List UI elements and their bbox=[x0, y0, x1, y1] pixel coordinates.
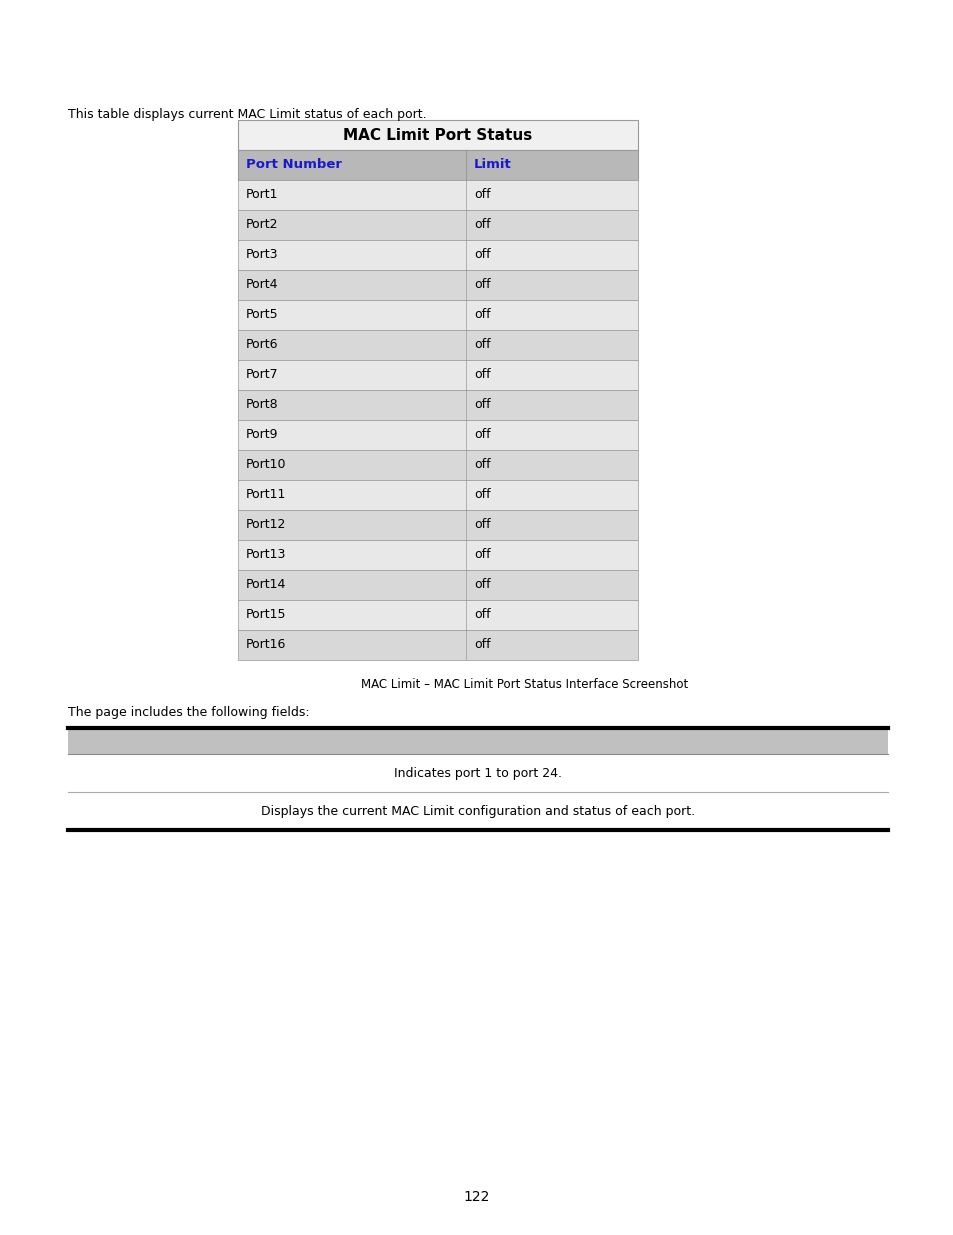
Text: off: off bbox=[474, 219, 490, 231]
Text: MAC Limit Port Status: MAC Limit Port Status bbox=[343, 127, 532, 142]
Text: off: off bbox=[474, 519, 490, 531]
Text: Limit: Limit bbox=[474, 158, 511, 172]
Text: Port15: Port15 bbox=[246, 609, 286, 621]
Bar bbox=[237, 420, 638, 450]
Bar bbox=[237, 571, 638, 600]
Text: Port16: Port16 bbox=[246, 638, 286, 652]
Text: off: off bbox=[474, 309, 490, 321]
Bar bbox=[237, 149, 638, 180]
Text: Port5: Port5 bbox=[246, 309, 278, 321]
Text: off: off bbox=[474, 638, 490, 652]
Bar bbox=[68, 727, 887, 755]
Text: off: off bbox=[474, 429, 490, 441]
Bar bbox=[237, 120, 638, 149]
Text: Port9: Port9 bbox=[246, 429, 278, 441]
Text: Port7: Port7 bbox=[246, 368, 278, 382]
Text: off: off bbox=[474, 489, 490, 501]
Bar bbox=[237, 390, 638, 420]
Bar bbox=[237, 630, 638, 659]
Text: MAC Limit – MAC Limit Port Status Interface Screenshot: MAC Limit – MAC Limit Port Status Interf… bbox=[360, 678, 688, 692]
Text: off: off bbox=[474, 399, 490, 411]
Text: Port8: Port8 bbox=[246, 399, 278, 411]
Bar bbox=[237, 240, 638, 270]
Text: Port12: Port12 bbox=[246, 519, 286, 531]
Text: off: off bbox=[474, 458, 490, 472]
Bar bbox=[237, 210, 638, 240]
Text: off: off bbox=[474, 548, 490, 562]
Text: off: off bbox=[474, 609, 490, 621]
Text: The page includes the following fields:: The page includes the following fields: bbox=[68, 706, 310, 719]
Text: off: off bbox=[474, 578, 490, 592]
Text: off: off bbox=[474, 189, 490, 201]
Text: Port6: Port6 bbox=[246, 338, 278, 352]
Bar bbox=[237, 270, 638, 300]
Bar bbox=[237, 300, 638, 330]
Text: Displays the current MAC Limit configuration and status of each port.: Displays the current MAC Limit configura… bbox=[261, 804, 695, 818]
Bar bbox=[237, 330, 638, 359]
Text: off: off bbox=[474, 368, 490, 382]
Text: off: off bbox=[474, 248, 490, 262]
Text: This table displays current MAC Limit status of each port.: This table displays current MAC Limit st… bbox=[68, 107, 426, 121]
Text: 122: 122 bbox=[463, 1191, 490, 1204]
Bar bbox=[237, 480, 638, 510]
Bar bbox=[237, 450, 638, 480]
Bar bbox=[237, 540, 638, 571]
Bar bbox=[237, 359, 638, 390]
Bar bbox=[237, 180, 638, 210]
Bar bbox=[237, 600, 638, 630]
Text: Port1: Port1 bbox=[246, 189, 278, 201]
Text: Port Number: Port Number bbox=[246, 158, 341, 172]
Text: Port14: Port14 bbox=[246, 578, 286, 592]
Text: Port2: Port2 bbox=[246, 219, 278, 231]
Text: Port3: Port3 bbox=[246, 248, 278, 262]
Text: off: off bbox=[474, 338, 490, 352]
Text: Port11: Port11 bbox=[246, 489, 286, 501]
Text: Indicates port 1 to port 24.: Indicates port 1 to port 24. bbox=[394, 767, 561, 779]
Text: off: off bbox=[474, 279, 490, 291]
Bar bbox=[237, 510, 638, 540]
Text: Port10: Port10 bbox=[246, 458, 286, 472]
Text: Port13: Port13 bbox=[246, 548, 286, 562]
Text: Port4: Port4 bbox=[246, 279, 278, 291]
